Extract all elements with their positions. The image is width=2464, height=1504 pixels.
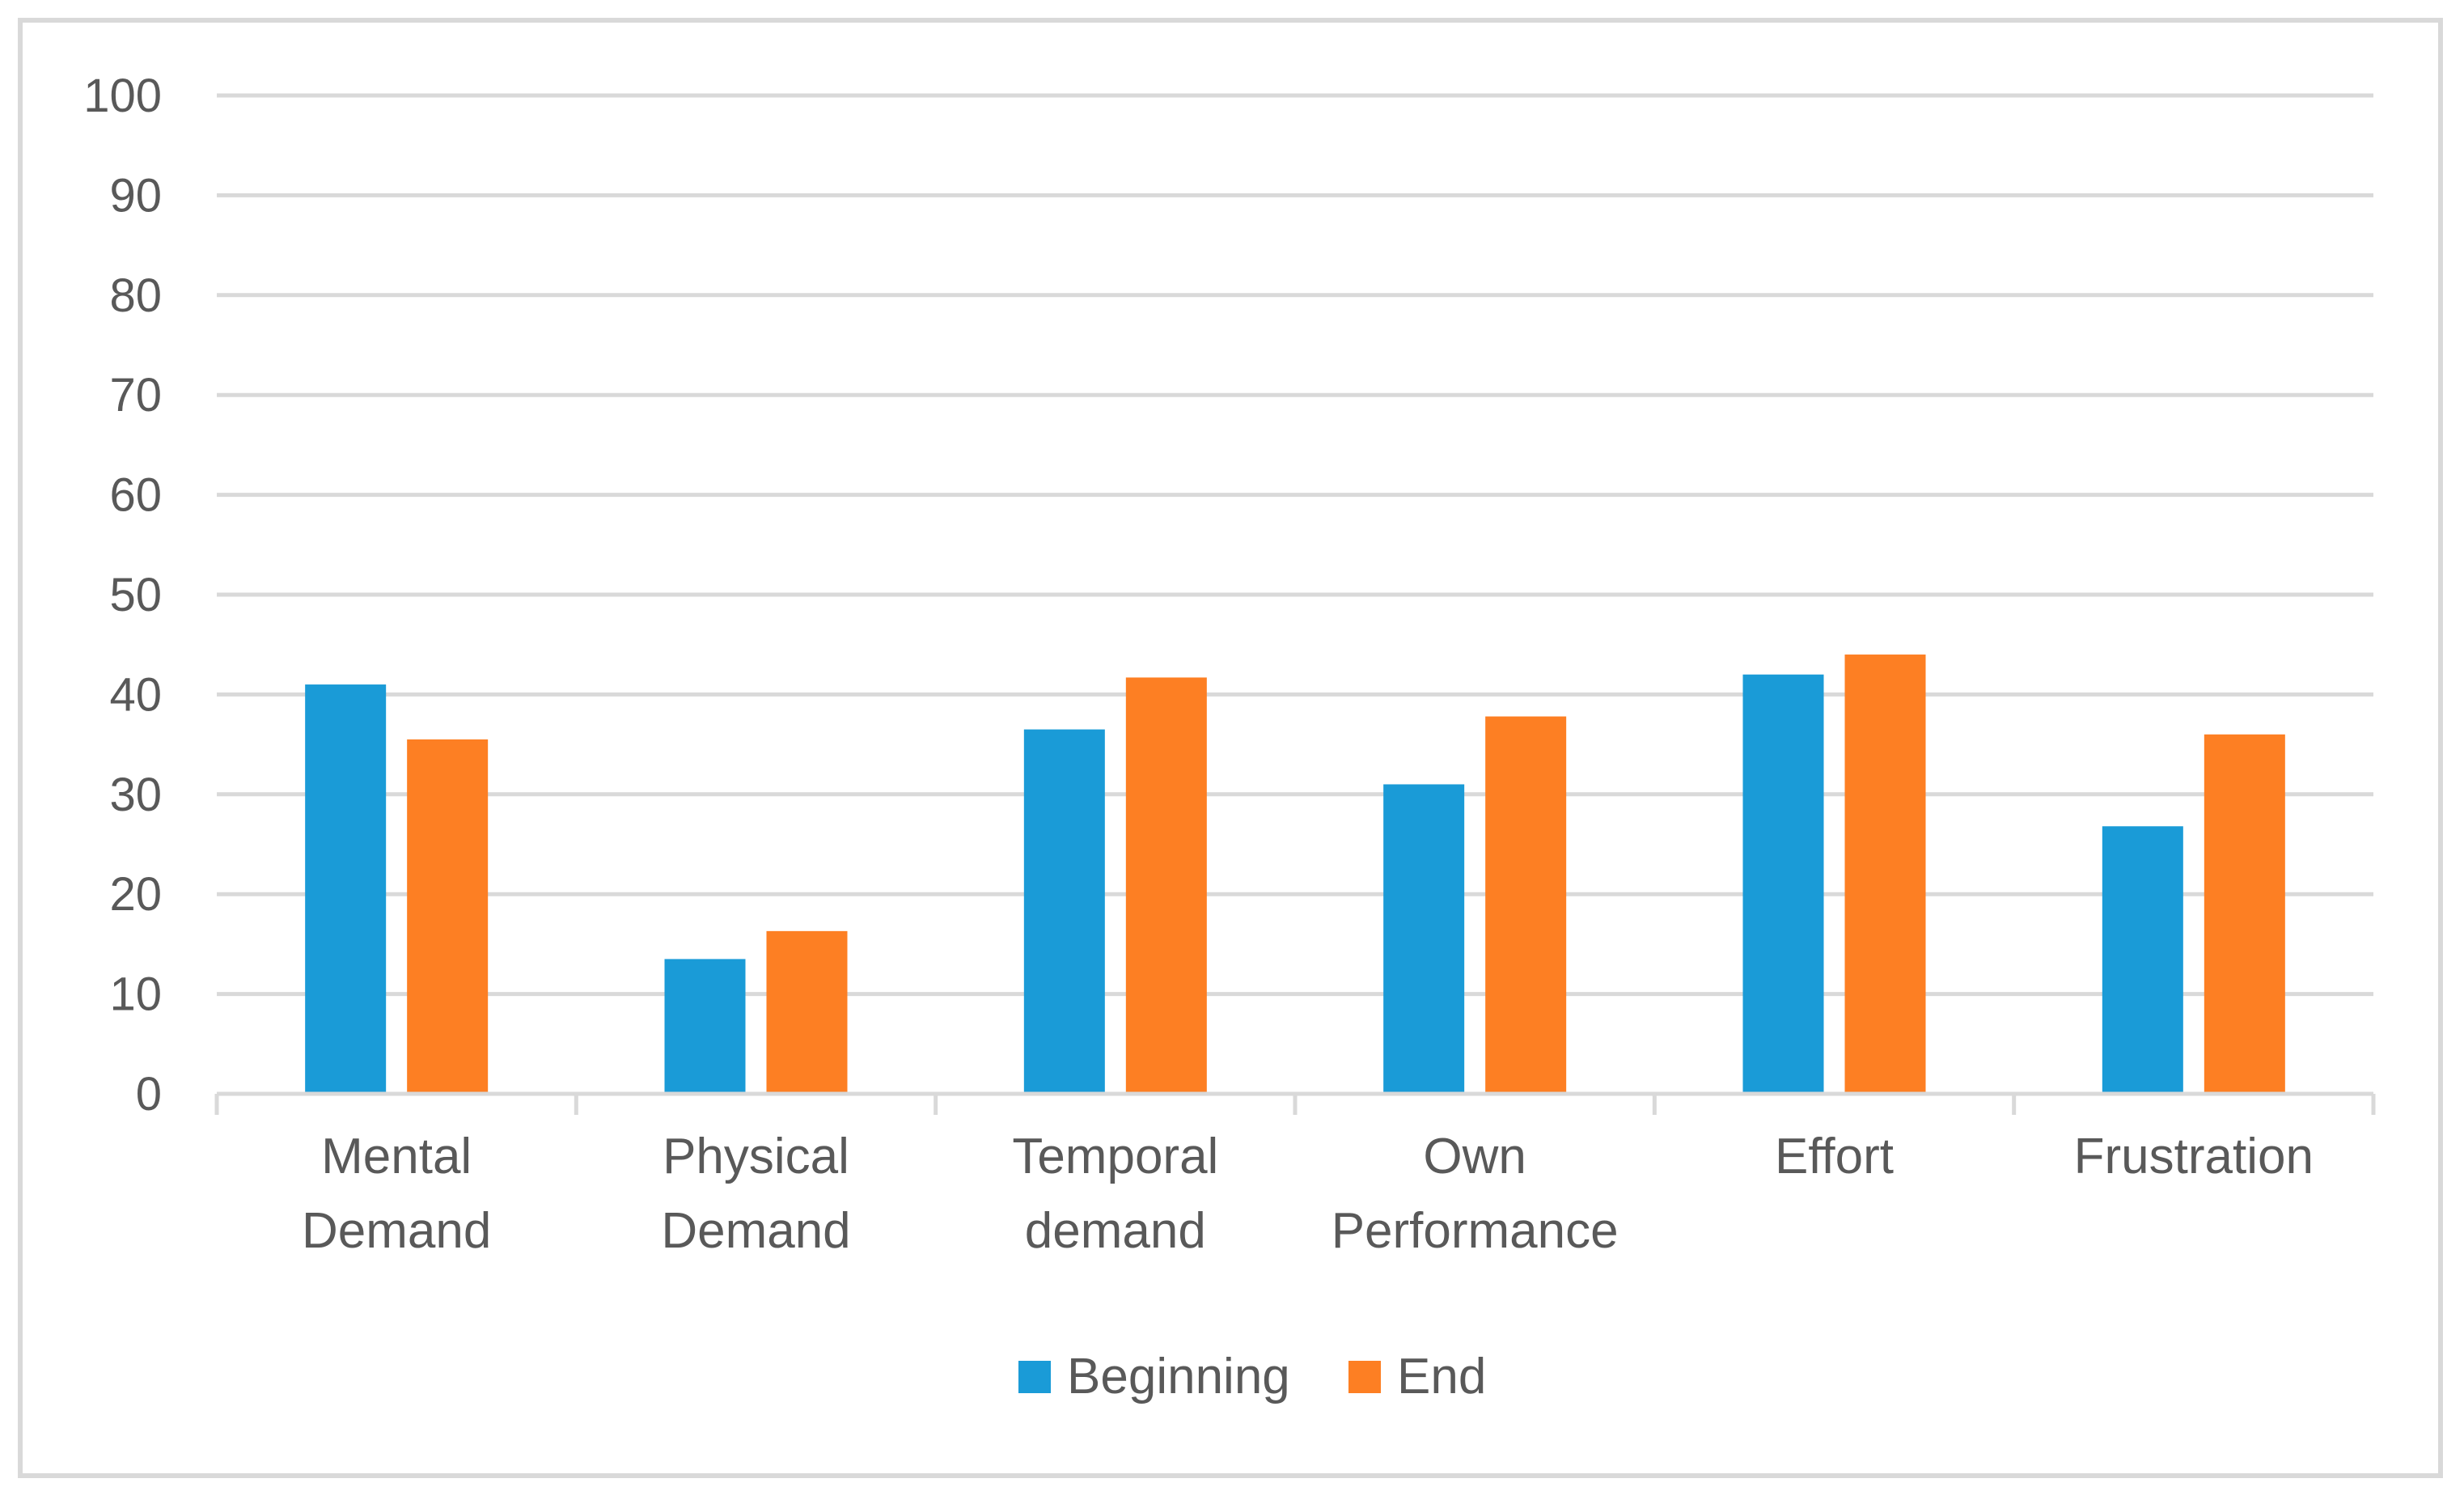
x-category-label: Performance: [1331, 1203, 1619, 1259]
legend-label-beginning: Beginning: [1067, 1349, 1290, 1404]
x-axis-labels: Mental Demand Physical Demand Temporal demand…: [302, 1129, 2314, 1259]
x-axis: [214, 1091, 2376, 1115]
bar-end-1: [766, 930, 848, 1094]
y-tick-label: 40: [109, 668, 162, 721]
bar-beginning-1: [664, 959, 746, 1094]
y-tick-label: 100: [83, 70, 162, 122]
y-tick-label: 80: [109, 269, 162, 322]
y-tick-label: 50: [109, 569, 162, 621]
x-category-label: Own: [1423, 1129, 1526, 1184]
x-category-label: Effort: [1775, 1129, 1894, 1184]
y-tick-label: 20: [109, 868, 162, 921]
x-category-label: Mental: [321, 1129, 472, 1184]
bar-end-2: [1125, 677, 1207, 1094]
y-tick-label: 0: [136, 1068, 162, 1121]
x-category-label: demand: [1025, 1203, 1206, 1259]
bar-beginning-2: [1023, 729, 1105, 1094]
y-tick-label: 60: [109, 469, 162, 522]
x-category-label: Physical: [663, 1129, 849, 1184]
y-tick-label: 70: [109, 369, 162, 422]
legend-label-end: End: [1397, 1349, 1486, 1404]
x-category-label: Temporal: [1012, 1129, 1218, 1184]
gridlines: [217, 93, 2373, 997]
bar-end-0: [407, 739, 489, 1094]
chart-frame: 0 10 20 30 40 50 60 70 80 90 100 Mental Demand Physi…: [18, 18, 2443, 1478]
bar-beginning-0: [305, 684, 387, 1094]
bars: [305, 655, 2285, 1094]
y-tick-label: 30: [109, 769, 162, 821]
y-tick-label: 90: [109, 169, 162, 222]
bar-beginning-3: [1383, 784, 1465, 1094]
x-category-label: Demand: [302, 1203, 491, 1259]
legend: Beginning End: [1018, 1349, 1486, 1404]
y-axis-ticks: 0 10 20 30 40 50 60 70 80 90 100: [83, 70, 162, 1121]
legend-swatch-end: [1348, 1361, 1381, 1393]
bar-end-4: [1844, 655, 1926, 1094]
bar-beginning-5: [2102, 826, 2183, 1094]
bar-chart: 0 10 20 30 40 50 60 70 80 90 100 Mental Demand Physi…: [83, 70, 2376, 1404]
x-category-label: Demand: [661, 1203, 850, 1259]
y-tick-label: 10: [109, 968, 162, 1021]
bar-beginning-4: [1742, 674, 1824, 1094]
x-category-label: Frustration: [2074, 1129, 2314, 1184]
legend-swatch-beginning: [1018, 1361, 1051, 1393]
bar-end-3: [1485, 716, 1567, 1094]
bar-end-5: [2204, 734, 2285, 1094]
